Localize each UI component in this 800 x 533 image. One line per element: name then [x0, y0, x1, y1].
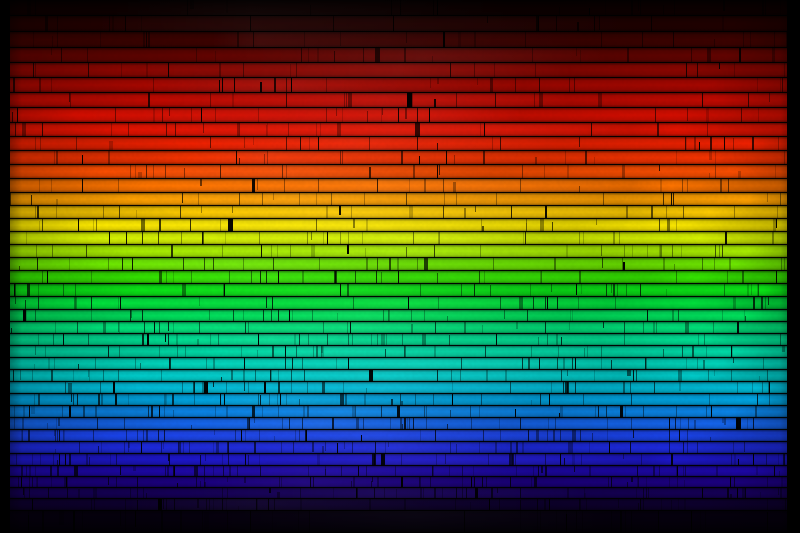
spectral-order	[10, 63, 787, 78]
spectral-order	[10, 466, 787, 477]
spectral-order	[10, 123, 787, 137]
spectral-order	[10, 78, 787, 93]
spectral-order	[10, 454, 787, 466]
order-continuum	[10, 245, 787, 258]
order-continuum	[10, 232, 787, 245]
spectral-order	[10, 0, 787, 16]
spectral-order	[10, 334, 787, 346]
spectral-order	[10, 206, 787, 219]
order-continuum	[10, 16, 787, 32]
order-continuum	[10, 346, 787, 358]
order-continuum	[10, 322, 787, 334]
order-continuum	[10, 258, 787, 271]
order-continuum	[10, 63, 787, 78]
spectral-order	[10, 108, 787, 123]
order-continuum	[10, 466, 787, 477]
spectral-order	[10, 151, 787, 165]
order-continuum	[10, 193, 787, 206]
spectral-order	[10, 232, 787, 245]
spectral-order	[10, 137, 787, 151]
order-continuum	[10, 297, 787, 310]
spectral-order	[10, 219, 787, 232]
order-continuum	[10, 179, 787, 193]
order-continuum	[10, 137, 787, 151]
spectral-order	[10, 358, 787, 370]
order-continuum	[10, 334, 787, 346]
spectral-order	[10, 310, 787, 322]
spectral-order	[10, 406, 787, 418]
order-continuum	[10, 394, 787, 406]
order-continuum	[10, 284, 787, 297]
spectral-order	[10, 477, 787, 488]
spectral-order	[10, 499, 787, 511]
order-continuum	[10, 78, 787, 93]
order-continuum	[10, 0, 787, 16]
spectral-order	[10, 346, 787, 358]
spectral-order	[10, 511, 787, 533]
spectral-order	[10, 394, 787, 406]
spectral-order	[10, 165, 787, 179]
order-continuum	[10, 32, 787, 48]
order-continuum	[10, 108, 787, 123]
spectral-order	[10, 179, 787, 193]
spectral-order	[10, 418, 787, 430]
order-continuum	[10, 406, 787, 418]
order-continuum	[10, 454, 787, 466]
order-continuum	[10, 442, 787, 454]
order-continuum	[10, 310, 787, 322]
spectral-order	[10, 93, 787, 108]
order-continuum	[10, 511, 787, 533]
order-continuum	[10, 358, 787, 370]
order-continuum	[10, 370, 787, 382]
spectral-order	[10, 245, 787, 258]
order-continuum	[10, 206, 787, 219]
order-continuum	[10, 93, 787, 108]
spectral-order	[10, 16, 787, 32]
spectral-order	[10, 284, 787, 297]
spectral-order	[10, 382, 787, 394]
order-continuum	[10, 488, 787, 499]
order-continuum	[10, 430, 787, 442]
order-continuum	[10, 477, 787, 488]
spectral-order	[10, 442, 787, 454]
spectral-order	[10, 258, 787, 271]
order-continuum	[10, 165, 787, 179]
order-continuum	[10, 48, 787, 63]
spectral-order	[10, 48, 787, 63]
order-continuum	[10, 123, 787, 137]
spectral-order	[10, 193, 787, 206]
spectral-order	[10, 430, 787, 442]
spectral-order	[10, 488, 787, 499]
spectral-order	[10, 297, 787, 310]
order-continuum	[10, 418, 787, 430]
spectral-order	[10, 32, 787, 48]
order-continuum	[10, 499, 787, 511]
spectral-order	[10, 370, 787, 382]
order-continuum	[10, 382, 787, 394]
order-continuum	[10, 271, 787, 284]
echelle-orders-layer	[10, 0, 787, 533]
order-continuum	[10, 219, 787, 232]
order-continuum	[10, 151, 787, 165]
spectral-order	[10, 322, 787, 334]
spectral-order	[10, 271, 787, 284]
